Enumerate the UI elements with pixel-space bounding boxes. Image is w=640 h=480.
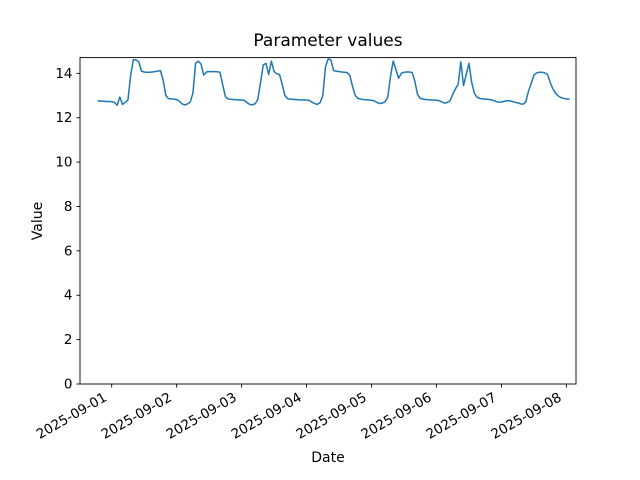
plot-border [79, 57, 577, 385]
x-tick-label: 2025-09-02 [99, 390, 175, 443]
data-series-line [97, 57, 570, 107]
y-tick-label: 4 [64, 288, 73, 304]
x-tick-label: 2025-09-06 [359, 390, 435, 443]
x-axis-label: Date [311, 450, 345, 466]
x-tick-label: 2025-09-03 [164, 390, 240, 443]
x-tick-label: 2025-09-05 [294, 390, 370, 443]
y-tick-label: 6 [64, 243, 73, 259]
x-tick-label: 2025-09-01 [34, 390, 110, 443]
x-tick-label: 2025-09-07 [423, 390, 499, 443]
y-tick-label: 8 [64, 199, 73, 215]
y-tick-label: 10 [55, 155, 72, 171]
chart-title: Parameter values [253, 31, 403, 51]
y-tick-label: 12 [55, 110, 72, 126]
x-tick-label: 2025-09-08 [488, 390, 564, 443]
x-tick-label: 2025-09-04 [229, 390, 305, 443]
y-tick-label: 2 [64, 332, 73, 348]
y-tick-label: 14 [55, 66, 72, 82]
y-tick-label: 0 [64, 377, 73, 393]
